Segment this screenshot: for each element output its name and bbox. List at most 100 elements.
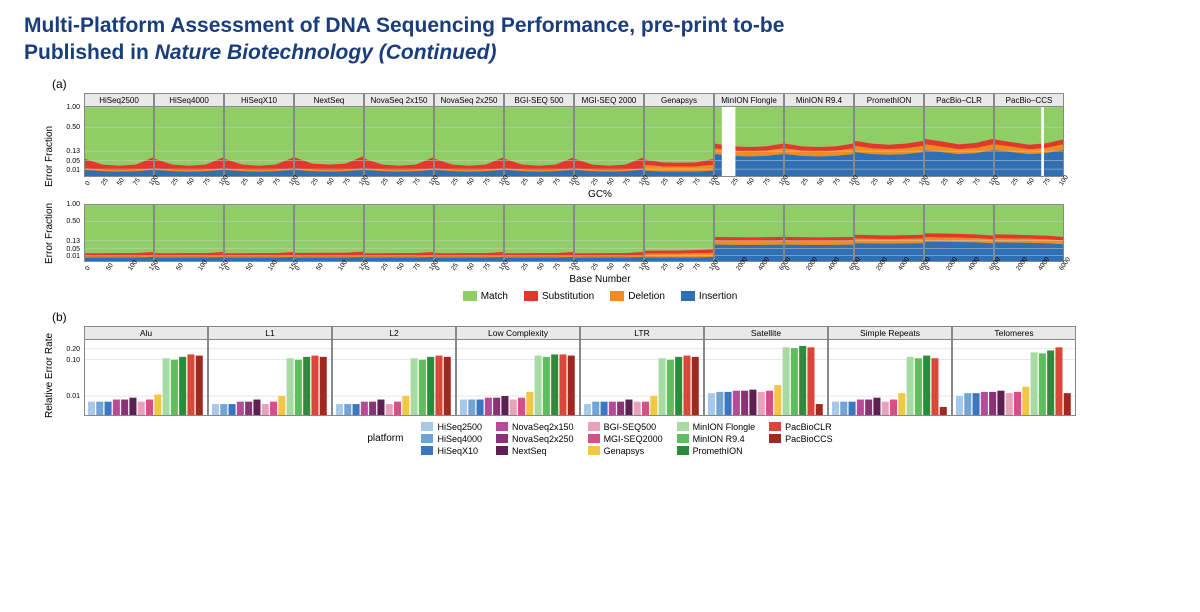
facet-header: HiSeqX10 [224, 93, 294, 107]
facet-area-bottom [574, 204, 644, 262]
facet-bar [704, 340, 828, 416]
facet-header: HiSeq4000 [154, 93, 224, 107]
legend-item: Substitution [524, 291, 594, 302]
facet-header: Low Complexity [456, 326, 580, 340]
facet-area-bottom [504, 204, 574, 262]
legend-item: MinION R9.4 [677, 434, 756, 444]
swatch-icon [769, 434, 781, 443]
legend-b: platform HiSeq2500 HiSeq4000 HiSeqX10 NovaS… [24, 422, 1176, 456]
facet-area-top [504, 107, 574, 177]
facet-header: L1 [208, 326, 332, 340]
facet-area-bottom [644, 204, 714, 262]
facet-area-top [924, 107, 994, 177]
facet-header: PacBio–CCS [994, 93, 1064, 107]
legend-item: Genapsys [588, 446, 663, 456]
xlabel-a-top: GC% [24, 189, 1176, 200]
facet-bar [208, 340, 332, 416]
panel-a-top: Error Fraction 0.010.050.130.501.00 HiSe… [24, 93, 1176, 200]
y-ticks-b: 0.010.100.20 [54, 340, 82, 416]
panel-b-label: (b) [52, 310, 1176, 324]
legend-item: PromethION [677, 446, 756, 456]
legend-item: Deletion [610, 291, 665, 302]
facet-area-bottom [714, 204, 784, 262]
facet-area-top [574, 107, 644, 177]
legend-item: HiSeq2500 [421, 422, 482, 432]
swatch-icon [769, 422, 781, 431]
xlabel-a-bottom: Base Number [24, 274, 1176, 285]
facet-header: Alu [84, 326, 208, 340]
facet-area-top [434, 107, 504, 177]
panel-b: Relative Error Rate 0.010.100.20 AluL1L2… [24, 326, 1176, 416]
swatch-icon [588, 422, 600, 431]
swatch-icon [681, 291, 695, 301]
facet-header: Telomeres [952, 326, 1076, 340]
facet-area-bottom [784, 204, 854, 262]
legend-item: PacBioCLR [769, 422, 833, 432]
legend-b-label: platform [367, 433, 403, 444]
facet-header: Simple Repeats [828, 326, 952, 340]
facet-header: LTR [580, 326, 704, 340]
swatch-icon [610, 291, 624, 301]
swatch-icon [463, 291, 477, 301]
figure: (a) Error Fraction 0.010.050.130.501.00 … [24, 77, 1176, 456]
panel-a-label: (a) [52, 77, 1176, 91]
facet-area-top [854, 107, 924, 177]
legend-item: PacBioCCS [769, 434, 833, 444]
y-ticks-a-top: 0.010.050.130.501.00 [54, 107, 82, 177]
facet-area-bottom [364, 204, 434, 262]
facet-header: Genapsys [644, 93, 714, 107]
legend-item: HiSeqX10 [421, 446, 482, 456]
facet-bar [828, 340, 952, 416]
facet-area-top [294, 107, 364, 177]
facet-area-bottom [294, 204, 364, 262]
facet-bar [952, 340, 1076, 416]
swatch-icon [677, 446, 689, 455]
title-line2b: Nature Biotechnology (Continued) [155, 41, 497, 64]
facet-header: NovaSeq 2x250 [434, 93, 504, 107]
facet-header: MGI-SEQ 2000 [574, 93, 644, 107]
legend-item: HiSeq4000 [421, 434, 482, 444]
legend-item: MinION Flongle [677, 422, 756, 432]
facet-area-bottom [154, 204, 224, 262]
facet-area-top [84, 107, 154, 177]
facet-area-top [784, 107, 854, 177]
facet-area-bottom [924, 204, 994, 262]
facet-bar [332, 340, 456, 416]
legend-item: NovaSeq2x150 [496, 422, 574, 432]
facet-area-top [714, 107, 784, 177]
facet-bar [456, 340, 580, 416]
facet-bar [84, 340, 208, 416]
y-ticks-a-bottom: 0.010.050.130.501.00 [54, 204, 82, 262]
swatch-icon [496, 422, 508, 431]
facet-bar [580, 340, 704, 416]
facet-header: MinION R9.4 [784, 93, 854, 107]
facet-header: BGI-SEQ 500 [504, 93, 574, 107]
legend-item: Insertion [681, 291, 737, 302]
legend-item: Match [463, 291, 508, 302]
swatch-icon [677, 422, 689, 431]
swatch-icon [588, 446, 600, 455]
facet-area-bottom [994, 204, 1064, 262]
facet-area-top [154, 107, 224, 177]
legend-item: MGI-SEQ2000 [588, 434, 663, 444]
facet-area-bottom [224, 204, 294, 262]
facet-area-bottom [84, 204, 154, 262]
swatch-icon [421, 422, 433, 431]
facet-header: L2 [332, 326, 456, 340]
facet-area-top [644, 107, 714, 177]
swatch-icon [496, 434, 508, 443]
legend-a: Match Substitution Deletion Insertion [24, 291, 1176, 302]
facet-header: NovaSeq 2x150 [364, 93, 434, 107]
swatch-icon [588, 434, 600, 443]
facet-header: NextSeq [294, 93, 364, 107]
page-title: Multi-Platform Assessment of DNA Sequenc… [24, 12, 1176, 67]
swatch-icon [524, 291, 538, 301]
facet-area-top [224, 107, 294, 177]
swatch-icon [677, 434, 689, 443]
facet-area-bottom [854, 204, 924, 262]
swatch-icon [421, 434, 433, 443]
facet-header: PromethION [854, 93, 924, 107]
facet-area-bottom [434, 204, 504, 262]
legend-item: NovaSeq2x250 [496, 434, 574, 444]
legend-item: NextSeq [496, 446, 574, 456]
